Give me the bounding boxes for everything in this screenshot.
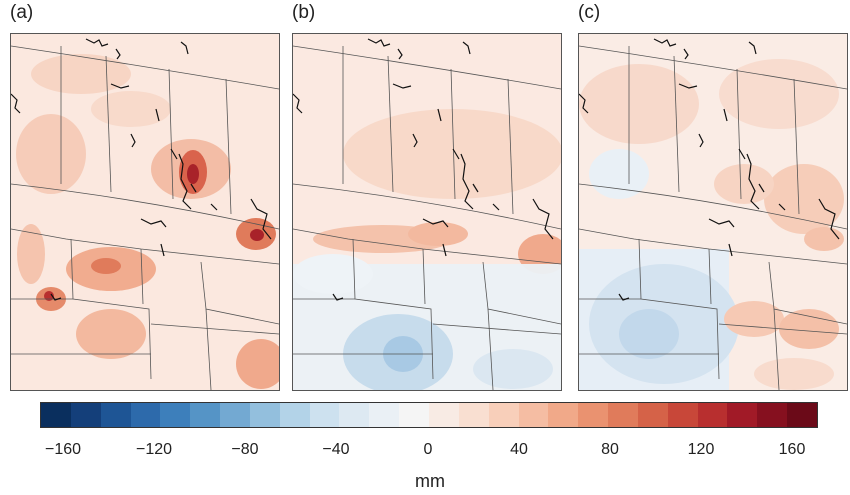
colorbar-tick: 0 [423, 441, 433, 458]
colorbar-swatch [787, 403, 817, 427]
panel-label-a: (a) [10, 2, 34, 23]
colorbar-swatch [279, 403, 310, 427]
colorbar-swatch [727, 403, 758, 427]
colorbar-unit-label: mm [415, 471, 445, 491]
colorbar-swatch [249, 403, 280, 427]
colorbar-tick: −160 [44, 441, 82, 458]
colorbar-swatch [100, 403, 131, 427]
colorbar-swatch [697, 403, 728, 427]
colorbar-swatch [428, 403, 459, 427]
colorbar-swatch [608, 403, 638, 427]
colorbar-swatch [160, 403, 191, 427]
colorbar-swatch [339, 403, 370, 427]
colorbar-swatch [667, 403, 698, 427]
colorbar-swatch [220, 403, 250, 427]
colorbar-swatch [578, 403, 609, 427]
colorbar-tick: 120 [687, 441, 715, 458]
colorbar-tick: −120 [135, 441, 173, 458]
colorbar-swatch [309, 403, 340, 427]
colorbar-swatch [458, 403, 489, 427]
panel-label-c: (c) [578, 2, 601, 23]
colorbar-tick: 160 [778, 441, 806, 458]
map-panel-c [578, 33, 848, 391]
colorbar-swatch [130, 403, 161, 427]
panel-label-b: (b) [292, 2, 316, 23]
colorbar-tick: 40 [510, 441, 528, 458]
colorbar-swatch [518, 403, 549, 427]
colorbar-tick: −80 [231, 441, 259, 458]
colorbar-swatch [190, 403, 221, 427]
colorbar-tick: 80 [601, 441, 619, 458]
map-b [293, 34, 561, 390]
colorbar-swatch [70, 403, 101, 427]
map-a [11, 34, 279, 390]
colorbar-swatch [637, 403, 668, 427]
colorbar-swatch [757, 403, 788, 427]
colorbar-swatch [369, 403, 400, 427]
map-panel-b [292, 33, 562, 391]
colorbar-swatch [488, 403, 519, 427]
colorbar [40, 402, 818, 428]
colorbar-tick: −40 [322, 441, 350, 458]
colorbar-swatch [41, 403, 71, 427]
map-panel-a [10, 33, 280, 391]
colorbar-swatch [399, 403, 429, 427]
colorbar-swatch [548, 403, 579, 427]
map-c [579, 34, 847, 390]
